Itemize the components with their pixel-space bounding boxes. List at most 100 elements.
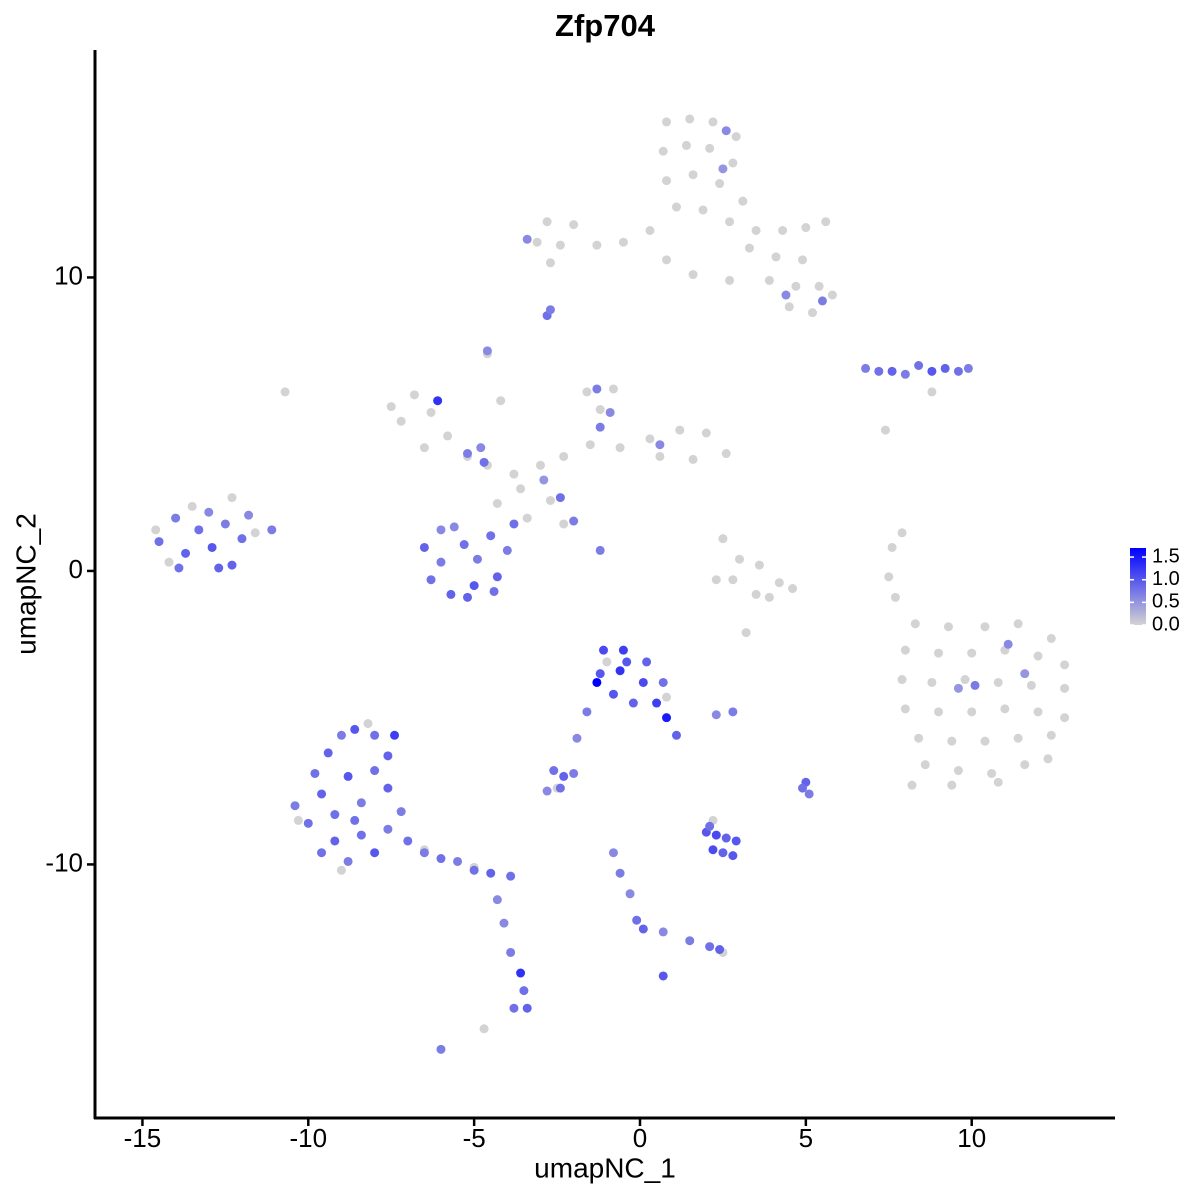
cell-point bbox=[479, 1024, 489, 1034]
cell-point bbox=[433, 396, 443, 406]
cell-point bbox=[383, 824, 393, 834]
cell-point bbox=[592, 384, 602, 394]
cell-point bbox=[492, 498, 502, 508]
cell-point bbox=[479, 457, 489, 467]
cell-point bbox=[244, 510, 254, 520]
cell-point bbox=[1003, 639, 1013, 649]
cell-point bbox=[980, 622, 990, 632]
cell-point bbox=[681, 140, 691, 150]
cell-point bbox=[671, 202, 681, 212]
cell-point bbox=[1060, 683, 1070, 693]
cell-point bbox=[1026, 680, 1036, 690]
cell-point bbox=[778, 225, 788, 235]
cell-point bbox=[595, 422, 605, 432]
cell-point bbox=[738, 196, 748, 206]
cell-point bbox=[390, 730, 400, 740]
cell-point bbox=[884, 572, 894, 582]
cell-point bbox=[559, 771, 569, 781]
cell-point bbox=[711, 830, 721, 840]
cell-point bbox=[453, 856, 463, 866]
colorbar bbox=[1130, 548, 1146, 625]
cell-point bbox=[900, 369, 910, 379]
cell-point bbox=[463, 592, 473, 602]
cell-point bbox=[920, 760, 930, 770]
cell-point bbox=[496, 396, 506, 406]
cell-point bbox=[814, 281, 824, 291]
cell-point bbox=[181, 548, 191, 558]
cell-point bbox=[817, 296, 827, 306]
cell-point bbox=[764, 275, 774, 285]
cell-point bbox=[622, 657, 632, 667]
cell-point bbox=[953, 366, 963, 376]
cell-point bbox=[708, 117, 718, 127]
x-tick-label: 5 bbox=[799, 1123, 813, 1153]
cell-point bbox=[164, 557, 174, 567]
cell-point bbox=[1013, 619, 1023, 629]
cell-point bbox=[330, 810, 340, 820]
cell-point bbox=[569, 220, 579, 230]
cell-point bbox=[214, 563, 224, 573]
cell-point bbox=[569, 768, 579, 778]
cell-point bbox=[323, 748, 333, 758]
cell-point bbox=[705, 143, 715, 153]
cell-point bbox=[522, 513, 532, 523]
cell-point bbox=[914, 733, 924, 743]
cell-point bbox=[993, 677, 1003, 687]
cell-point bbox=[519, 986, 529, 996]
cell-point bbox=[827, 290, 837, 300]
cell-point bbox=[419, 848, 429, 858]
cell-point bbox=[910, 619, 920, 629]
cell-point bbox=[688, 170, 698, 180]
cell-point bbox=[463, 449, 473, 459]
cell-point bbox=[967, 648, 977, 658]
cell-point bbox=[174, 563, 184, 573]
cell-point bbox=[459, 540, 469, 550]
x-tick-label: 0 bbox=[633, 1123, 647, 1153]
cell-point bbox=[363, 719, 373, 729]
cell-point bbox=[403, 836, 413, 846]
cell-point bbox=[356, 830, 366, 840]
cell-point bbox=[592, 677, 602, 687]
cell-point bbox=[764, 592, 774, 602]
colorbar-tick-label: 1.5 bbox=[1152, 545, 1180, 567]
cell-point bbox=[482, 346, 492, 356]
cell-point bbox=[336, 730, 346, 740]
cell-point bbox=[220, 519, 230, 529]
cell-point bbox=[522, 1003, 532, 1013]
y-tick-label: -10 bbox=[45, 847, 83, 877]
cell-point bbox=[280, 387, 290, 397]
cell-point bbox=[370, 730, 380, 740]
cell-point bbox=[900, 645, 910, 655]
cell-point bbox=[685, 114, 695, 124]
cell-point bbox=[1060, 713, 1070, 723]
cell-point bbox=[509, 1003, 519, 1013]
cell-point bbox=[555, 783, 565, 793]
cell-point bbox=[900, 704, 910, 714]
cell-point bbox=[489, 586, 499, 596]
cell-point bbox=[436, 525, 446, 535]
cell-point bbox=[436, 854, 446, 864]
cell-point bbox=[628, 698, 638, 708]
cell-point bbox=[356, 798, 366, 808]
colorbar-tick-label: 1.0 bbox=[1152, 568, 1180, 590]
cell-point bbox=[798, 783, 808, 793]
cell-point bbox=[486, 868, 496, 878]
cell-point bbox=[980, 736, 990, 746]
cell-point bbox=[290, 801, 300, 811]
cell-point bbox=[396, 416, 406, 426]
cell-point bbox=[618, 237, 628, 247]
cell-point bbox=[509, 519, 519, 529]
cell-point bbox=[486, 531, 496, 541]
cell-point bbox=[535, 460, 545, 470]
cell-point bbox=[293, 815, 303, 825]
cell-point bbox=[791, 281, 801, 291]
y-axis-label: umapNC_2 bbox=[10, 513, 41, 655]
cell-point bbox=[595, 405, 605, 415]
cell-point bbox=[741, 628, 751, 638]
cell-point bbox=[476, 443, 486, 453]
cell-point bbox=[807, 308, 817, 318]
cell-point bbox=[317, 789, 327, 799]
cell-point bbox=[987, 768, 997, 778]
cell-point bbox=[539, 475, 549, 485]
cell-point bbox=[887, 366, 897, 376]
